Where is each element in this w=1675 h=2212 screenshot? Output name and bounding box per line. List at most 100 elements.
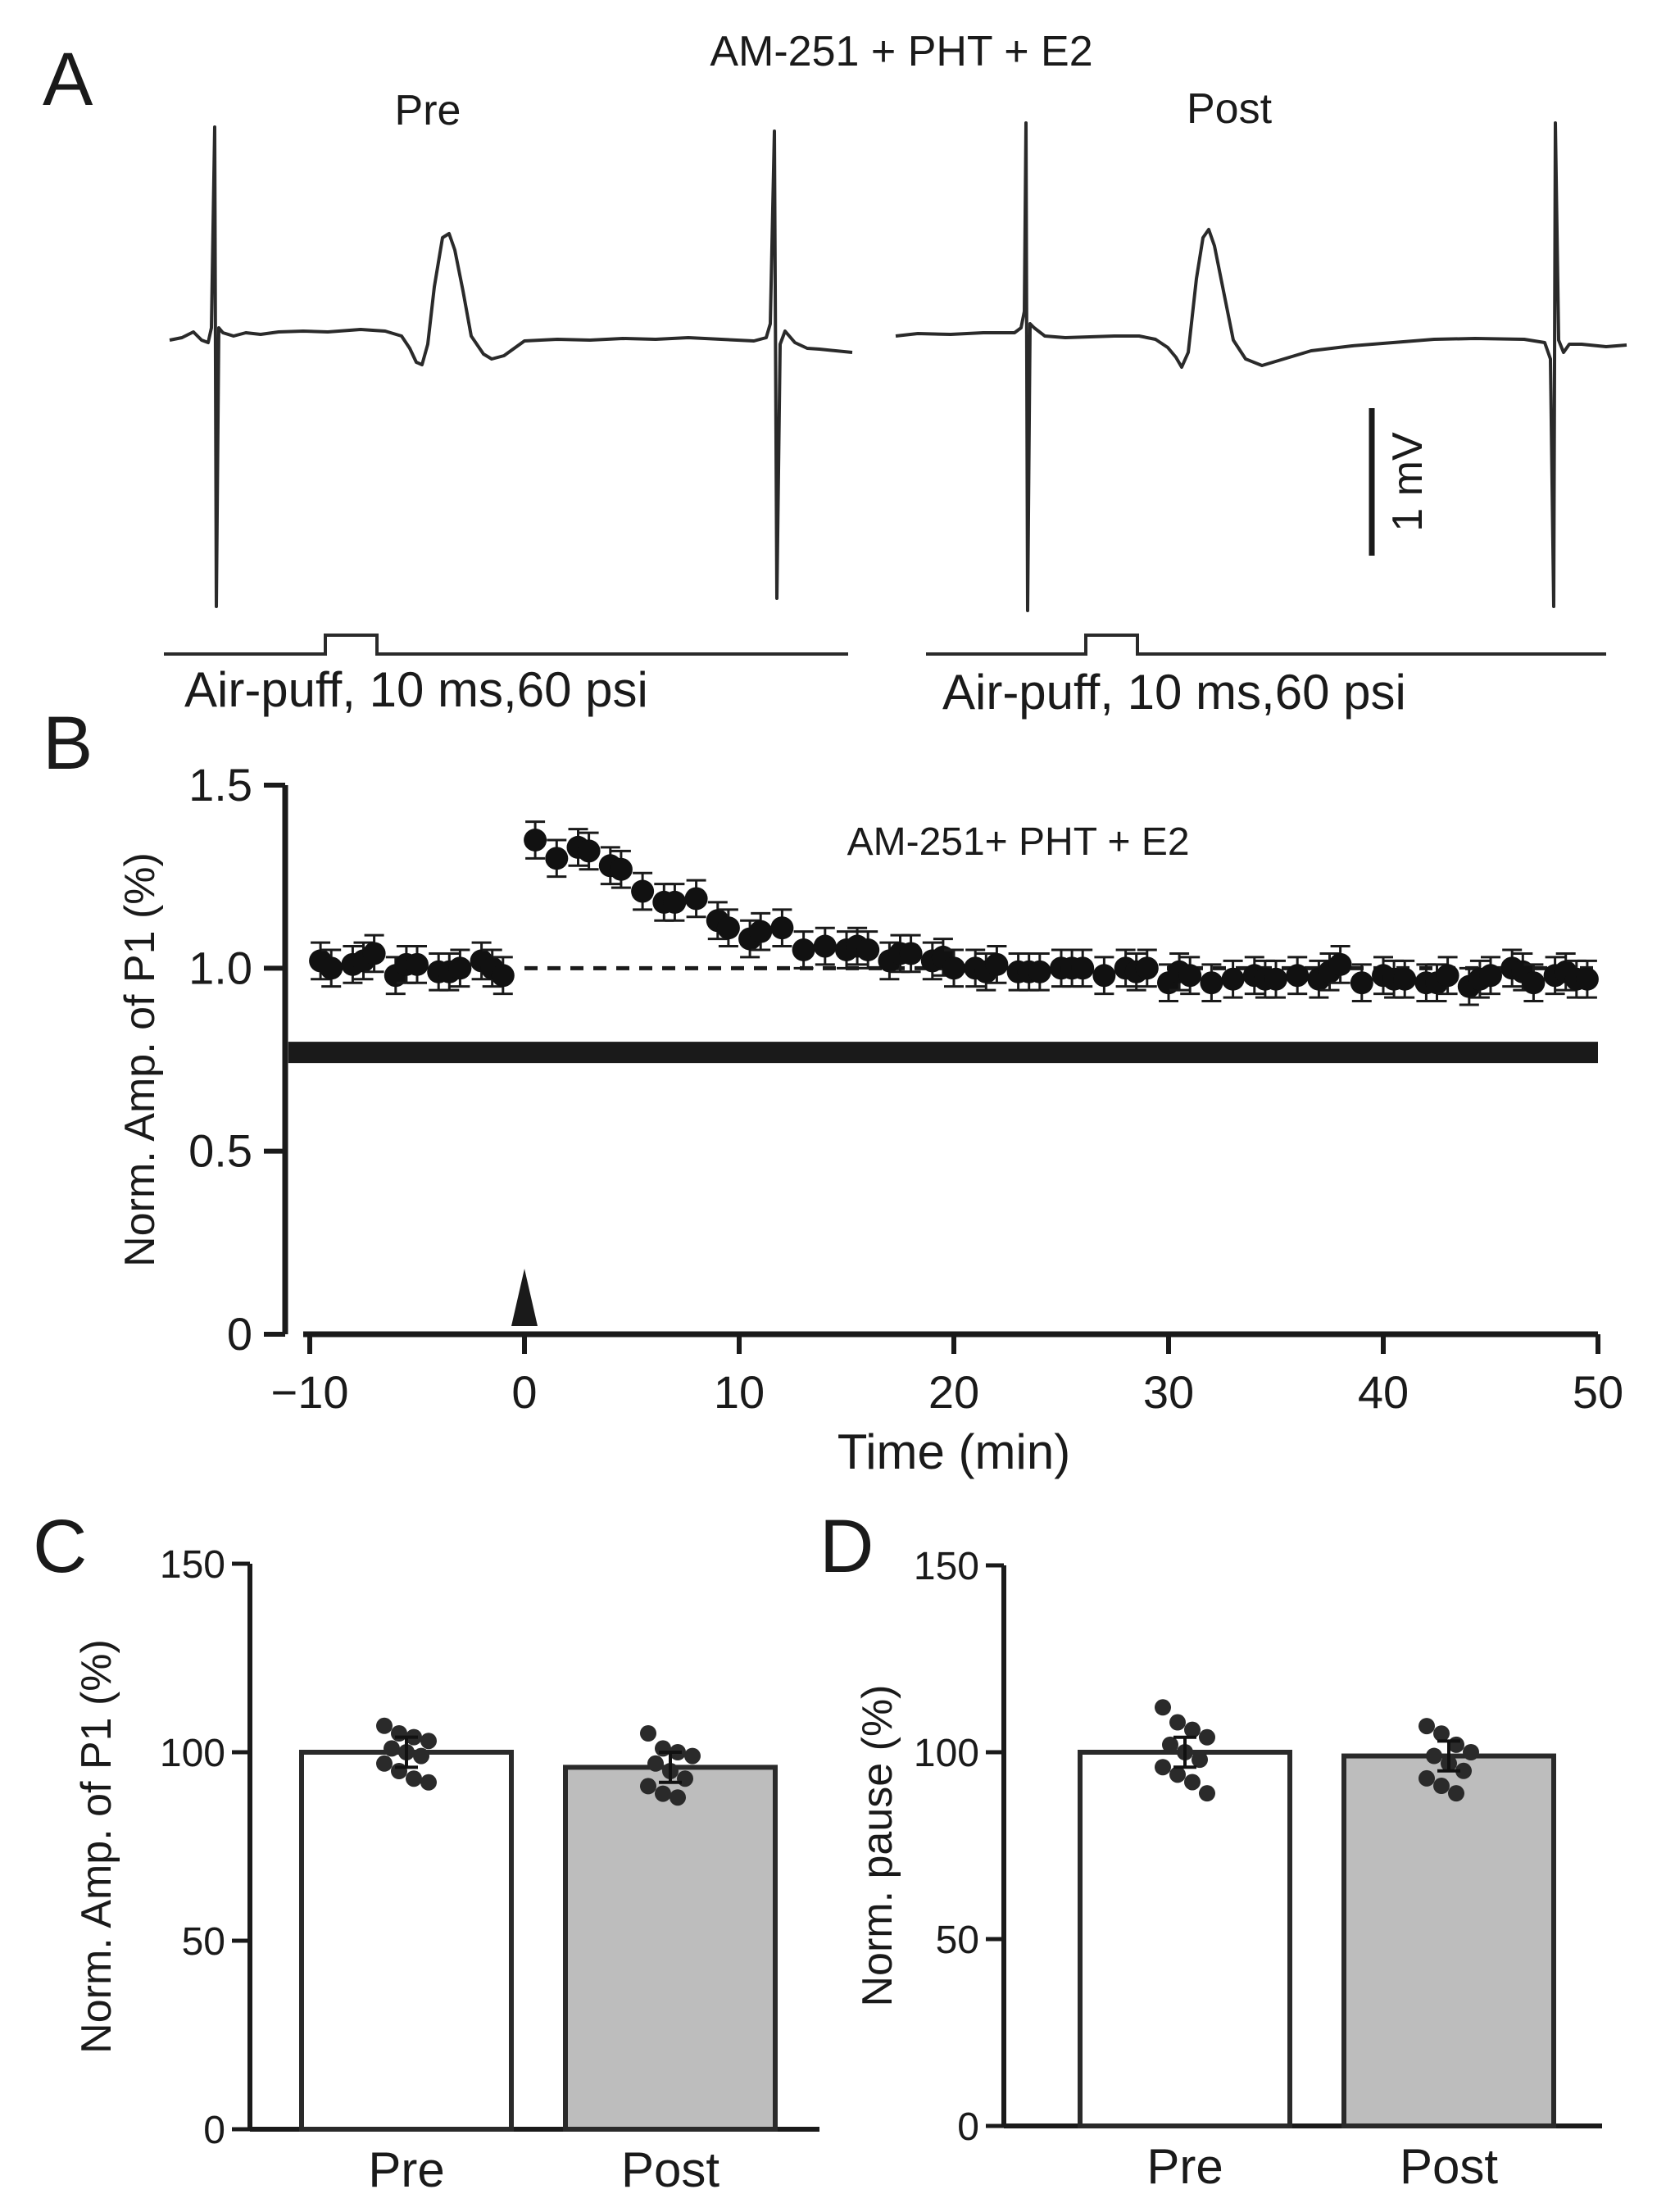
data-point — [631, 879, 655, 903]
panel-a-title: AM-251 + PHT + E2 — [710, 28, 1092, 75]
data-point — [1200, 971, 1223, 995]
data-point — [792, 938, 815, 961]
data-point — [1350, 971, 1373, 995]
data-point — [749, 920, 773, 943]
individual-point — [420, 1733, 437, 1750]
individual-point — [376, 1717, 393, 1734]
individual-point — [670, 1789, 686, 1806]
individual-point — [406, 1770, 422, 1787]
data-point — [1264, 967, 1287, 991]
y-tick-label: 50 — [182, 1920, 225, 1964]
x-tick-label: −10 — [271, 1366, 349, 1418]
panel-c: C 0 50 100 150 Norm. Amp. of P1 (%) Pre Post — [33, 1505, 819, 2197]
individual-point — [420, 1774, 437, 1791]
trace-pre-label: Pre — [395, 87, 461, 134]
y-tick-label: 150 — [914, 1545, 979, 1588]
category-label: Pre — [1146, 2139, 1223, 2194]
data-point — [1092, 964, 1116, 988]
air-puff-stimulus-pre — [164, 634, 848, 656]
individual-point — [640, 1725, 656, 1742]
individual-point — [647, 1755, 664, 1772]
y-tick-label: 1.0 — [188, 942, 252, 993]
data-point — [406, 952, 429, 976]
data-point — [1436, 964, 1459, 988]
bar-post — [1341, 1753, 1556, 2129]
panel-letter-a: A — [43, 38, 93, 121]
data-point — [1286, 964, 1310, 988]
data-point — [716, 916, 740, 940]
individual-point — [376, 1755, 393, 1772]
data-point — [609, 857, 633, 881]
individual-point — [1419, 1769, 1435, 1787]
scale-bar-label: 1 mV — [1384, 432, 1432, 532]
individual-point — [1199, 1785, 1215, 1802]
data-point — [1178, 964, 1202, 988]
individual-point — [1155, 1759, 1171, 1776]
y-tick-label: 0 — [203, 2109, 225, 2152]
individual-point — [677, 1770, 693, 1787]
individual-point — [1419, 1718, 1435, 1735]
y-tick-label: 0 — [227, 1308, 252, 1360]
individual-point — [1169, 1714, 1186, 1731]
x-tick-label: 50 — [1573, 1366, 1623, 1418]
drug-onset-arrow — [511, 1269, 538, 1326]
y-axis-label: Norm. pause (%) — [854, 1685, 901, 2007]
x-tick-label: 30 — [1143, 1366, 1194, 1418]
category-label: Post — [621, 2142, 719, 2197]
data-point — [320, 956, 343, 980]
category-label: Post — [1400, 2139, 1498, 2194]
data-point — [1221, 967, 1245, 991]
y-tick-label: 0 — [957, 2105, 979, 2149]
individual-point — [1192, 1751, 1208, 1769]
y-tick-label: 50 — [936, 1919, 979, 1962]
data-point — [524, 829, 547, 852]
data-point — [663, 890, 687, 914]
data-point — [577, 839, 601, 863]
data-point — [1135, 956, 1159, 980]
individual-point — [413, 1747, 429, 1765]
individual-point — [1199, 1728, 1215, 1746]
data-point — [856, 938, 880, 961]
bar-pre — [1078, 1750, 1292, 2128]
y-tick-label: 150 — [160, 1543, 225, 1587]
individual-point — [1455, 1762, 1472, 1779]
trace-post — [895, 121, 1627, 612]
panel-letter-d: D — [819, 1505, 874, 1588]
y-tick-label: 100 — [914, 1732, 979, 1775]
data-point — [899, 942, 923, 965]
bar-post — [563, 1765, 778, 2132]
y-tick-label: 0.5 — [188, 1125, 252, 1177]
bar-pre — [299, 1750, 514, 2132]
individual-point — [640, 1778, 656, 1795]
y-tick-label: 1.5 — [188, 759, 252, 811]
y-axis-label: Norm. Amp. of P1 (%) — [116, 852, 164, 1267]
panel-a: A AM-251 + PHT + E2 Pre Post Air-puff, 1… — [43, 28, 1627, 720]
individual-point — [1162, 1736, 1178, 1753]
individual-point — [384, 1740, 400, 1757]
data-point — [684, 887, 708, 911]
x-axis-label: Time (min) — [838, 1424, 1070, 1479]
individual-point — [1184, 1774, 1201, 1791]
x-tick-label: 20 — [928, 1366, 979, 1418]
individual-point — [1169, 1766, 1186, 1783]
chart-b: 0 0.5 1.0 1.5 −10 0 10 20 30 40 50 Time (min) Norm. … — [116, 759, 1623, 1479]
data-point — [813, 934, 837, 958]
stimulus-label-post: Air-puff, 10 ms,60 psi — [942, 665, 1406, 720]
data-point — [770, 916, 794, 940]
data-point — [545, 847, 569, 870]
individual-point — [1448, 1785, 1464, 1802]
x-tick-label: 10 — [714, 1366, 765, 1418]
trace-pre — [169, 125, 853, 608]
chart-c: 0 50 100 150 Norm. Amp. of P1 (%) Pre Post — [73, 1543, 819, 2197]
data-point — [362, 942, 386, 965]
individual-point — [1426, 1747, 1442, 1765]
individual-point — [684, 1747, 701, 1765]
data-point — [1479, 964, 1502, 988]
data-point — [985, 952, 1009, 976]
data-point — [1328, 952, 1352, 976]
y-tick-label: 100 — [160, 1732, 225, 1775]
individual-point — [1155, 1699, 1171, 1716]
x-tick-label: 40 — [1358, 1366, 1409, 1418]
data-point — [1393, 967, 1417, 991]
